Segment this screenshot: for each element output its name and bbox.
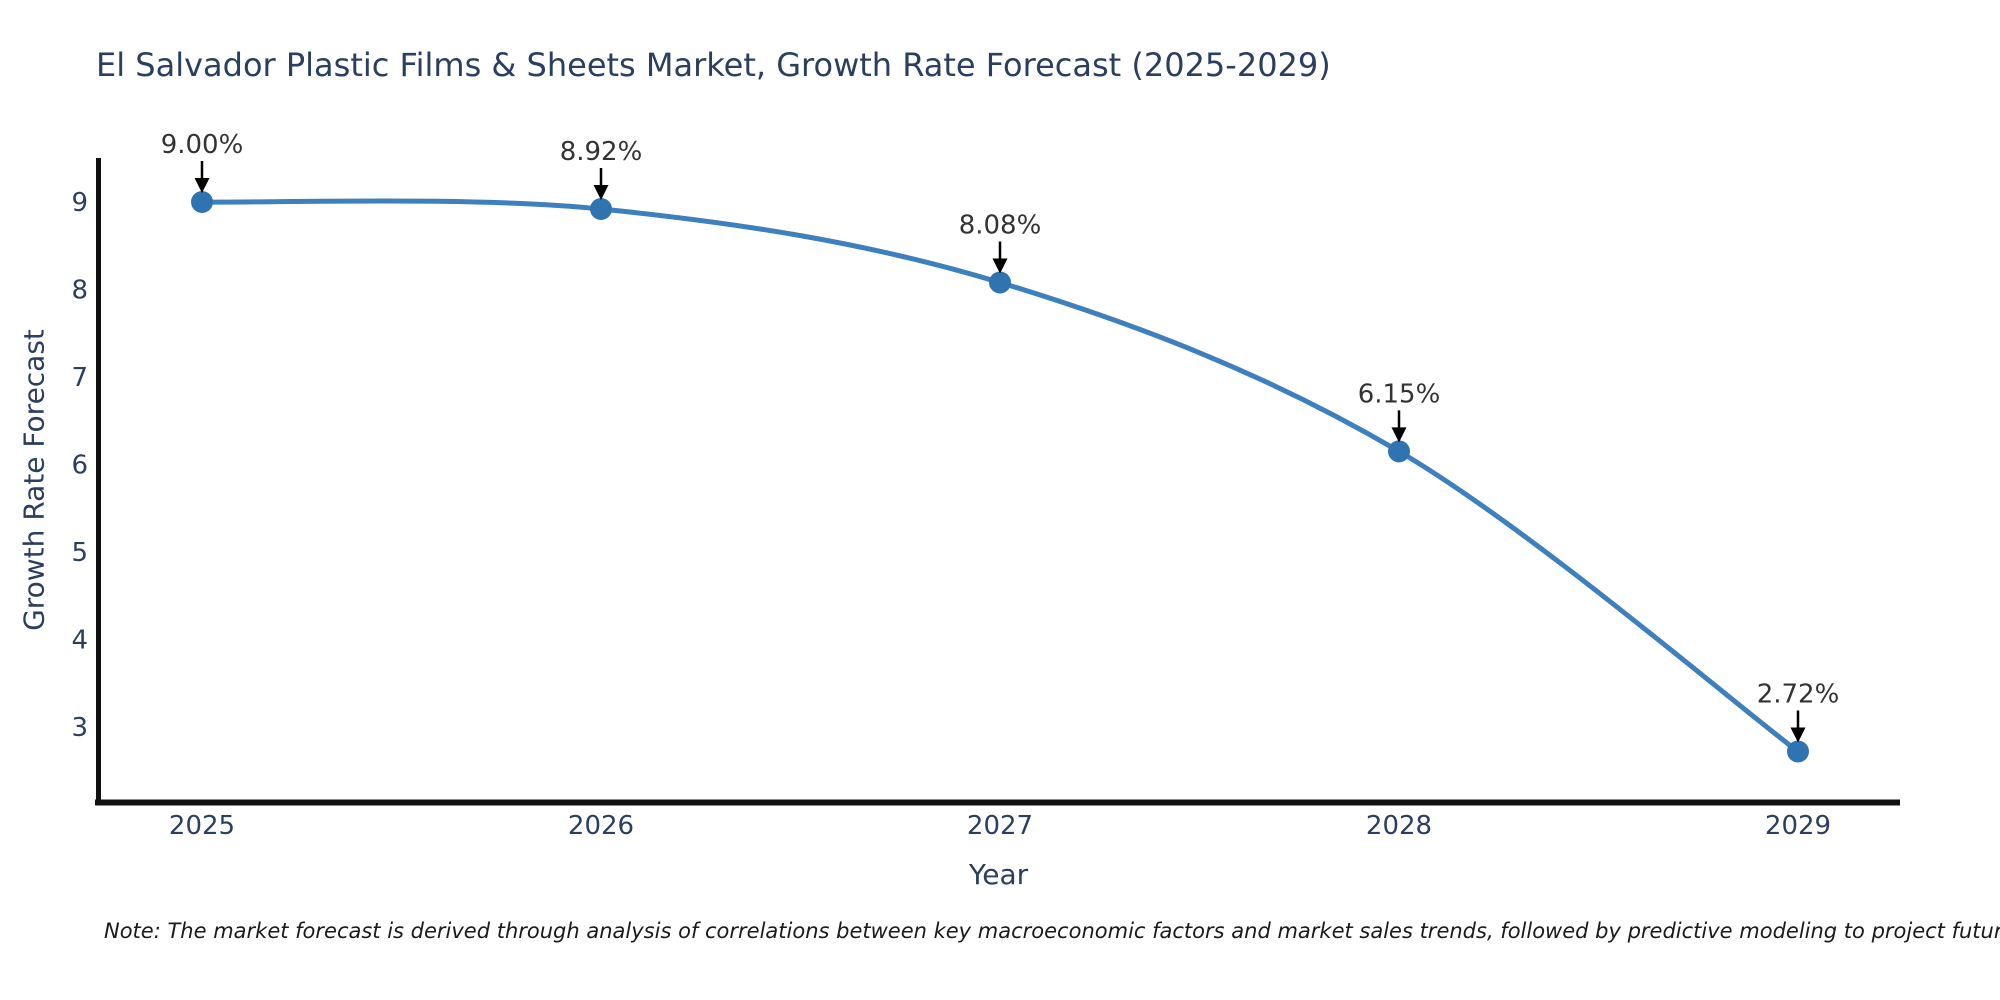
point-value-label: 6.15% [1358, 379, 1441, 409]
point-value-label: 2.72% [1757, 680, 1840, 710]
footnote: Note: The market forecast is derived thr… [104, 919, 2000, 943]
data-point-marker [590, 198, 612, 220]
annotation-arrow-head [1391, 427, 1407, 443]
annotation-arrow-head [593, 185, 609, 200]
data-point-marker [191, 191, 213, 213]
data-point-marker [1787, 740, 1809, 763]
x-tick-label: 2026 [568, 811, 634, 841]
y-tick-label: 7 [71, 363, 88, 393]
x-tick-label: 2025 [169, 811, 235, 841]
y-tick-label: 6 [71, 451, 88, 481]
annotation-arrow-head [1790, 727, 1806, 743]
point-value-label: 9.00% [161, 130, 244, 160]
x-tick-label: 2027 [967, 811, 1033, 841]
y-tick-label: 4 [71, 626, 88, 656]
data-point-marker [989, 271, 1011, 294]
y-tick-label: 5 [71, 538, 88, 568]
x-tick-label: 2029 [1765, 811, 1831, 841]
y-axis-title: Growth Rate Forecast [17, 329, 51, 631]
y-tick-label: 9 [71, 188, 88, 218]
chart-title: El Salvador Plastic Films & Sheets Marke… [96, 46, 1331, 84]
annotation-arrow-head [194, 178, 210, 193]
y-tick-label: 3 [71, 713, 88, 743]
x-axis-title: Year [968, 858, 1029, 891]
x-tick-label: 2028 [1366, 811, 1432, 841]
y-tick-label: 8 [71, 276, 88, 306]
data-point-marker [1388, 440, 1410, 463]
annotation-arrow-head [992, 258, 1008, 274]
point-value-label: 8.92% [560, 137, 643, 167]
point-value-label: 8.08% [959, 211, 1042, 241]
